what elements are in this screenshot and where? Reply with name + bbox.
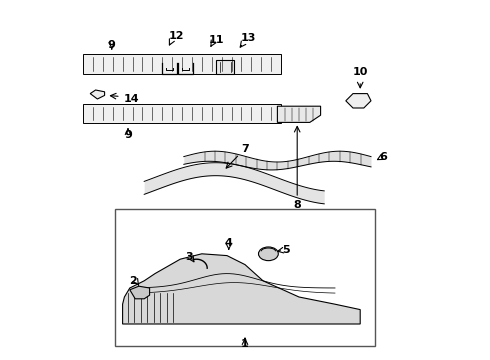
Text: 11: 11 [208,35,224,45]
Text: 10: 10 [352,67,368,77]
FancyBboxPatch shape [116,209,374,346]
Text: 5: 5 [283,245,290,255]
Text: 3: 3 [185,252,193,262]
Text: 4: 4 [225,238,233,248]
Text: 13: 13 [241,33,256,43]
FancyBboxPatch shape [83,104,281,123]
Text: 7: 7 [241,144,249,154]
Text: 12: 12 [169,31,184,41]
Ellipse shape [259,247,278,261]
Text: 9: 9 [124,130,132,140]
Polygon shape [130,286,149,299]
Polygon shape [277,106,320,122]
FancyBboxPatch shape [216,60,234,74]
FancyBboxPatch shape [83,54,281,74]
Text: 1: 1 [241,339,249,349]
Polygon shape [90,90,104,99]
Polygon shape [122,254,360,324]
Text: 14: 14 [124,94,140,104]
Text: 2: 2 [129,276,137,286]
Polygon shape [346,94,371,108]
Text: 6: 6 [380,152,388,162]
Text: 8: 8 [294,200,301,210]
Text: 9: 9 [108,40,116,50]
